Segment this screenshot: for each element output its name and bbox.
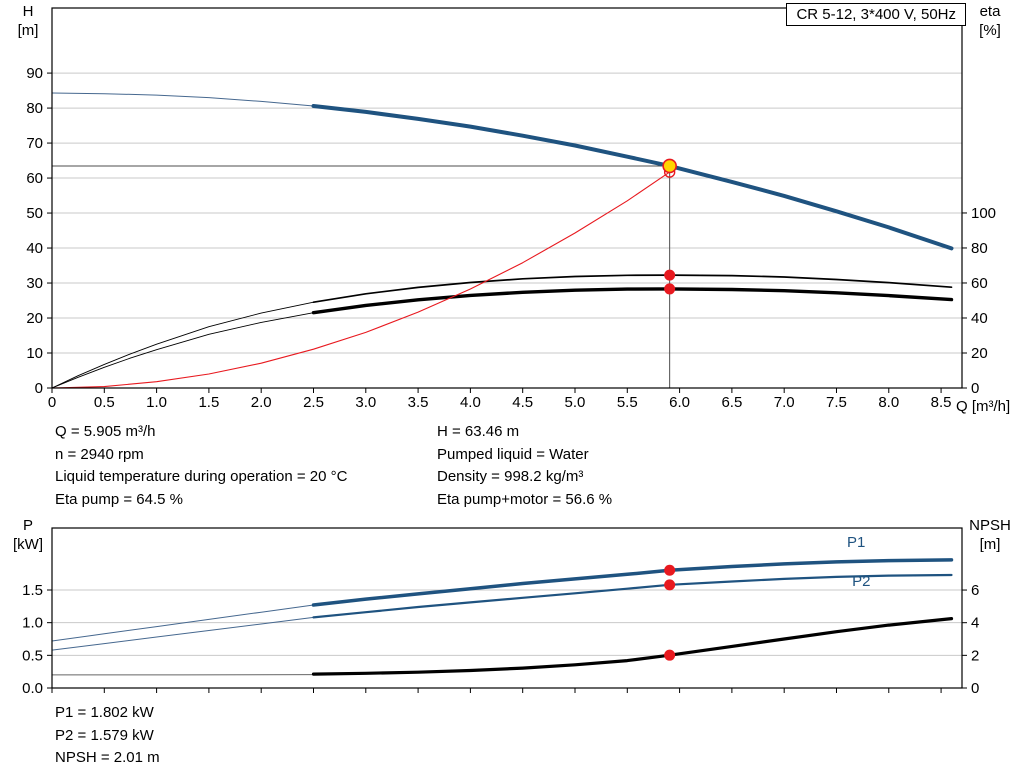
liquid-temperature-value: Liquid temperature during operation = 20…	[55, 468, 348, 485]
p1-curve-label: P1	[847, 534, 865, 551]
y-right-tick-label: 40	[971, 310, 988, 327]
y-right-tick-label: 2	[971, 647, 979, 664]
y-left-tick-label: 1.0	[22, 615, 43, 632]
y-left-tick-label: 60	[26, 170, 43, 187]
y-left-tick-label: 10	[26, 345, 43, 362]
y-right-tick-label: 4	[971, 615, 979, 632]
y-right-tick-label: 6	[971, 582, 979, 599]
y-left-tick-label: 40	[26, 240, 43, 257]
p2-duty-dot	[664, 579, 676, 591]
y-left-tick-label: 0	[35, 380, 43, 397]
duty-annotations-right: H = 63.46 m Pumped liquid = Water Densit…	[437, 421, 612, 511]
x-tick-label: 5.5	[617, 394, 638, 411]
npsh-axis-symbol: NPSH	[969, 517, 1011, 534]
x-tick-label: 1.5	[198, 394, 219, 411]
y-right-tick-label: 80	[971, 240, 988, 257]
npsh-curve	[311, 617, 954, 676]
h-axis-label: H [m]	[6, 2, 50, 40]
h-axis-symbol: H	[22, 3, 34, 20]
eta-axis-unit: [%]	[979, 22, 1001, 39]
p2-value: P2 = 1.579 kW	[55, 726, 154, 744]
x-tick-label: 0.5	[94, 394, 115, 411]
eta-pump-lead	[51, 301, 314, 389]
y-left-tick-label: 70	[26, 135, 43, 152]
x-tick-label: 2.5	[303, 394, 324, 411]
x-tick-label: 8.5	[931, 394, 952, 411]
eta-pump-motor-duty-dot	[664, 283, 676, 295]
pump-title-box: CR 5-12, 3*400 V, 50Hz	[786, 3, 966, 26]
y-left-tick-label: 80	[26, 100, 43, 117]
eta-pump-curve	[312, 274, 953, 304]
y-left-tick-label: 90	[26, 65, 43, 82]
x-tick-label: 4.5	[512, 394, 533, 411]
x-tick-label: 0	[48, 394, 56, 411]
pumped-liquid-value: Pumped liquid = Water	[437, 445, 589, 463]
p-axis-symbol: P	[22, 517, 33, 534]
npsh-duty-dot	[664, 649, 676, 661]
p-axis-label: P [kW]	[6, 516, 50, 554]
eta-pump-value: Eta pump = 64.5 %	[55, 490, 183, 508]
y-left-tick-label: 20	[26, 310, 43, 327]
y-right-tick-label: 0	[971, 380, 979, 397]
duty-point-marker	[662, 158, 677, 174]
eta-pump-motor-value: Eta pump+motor = 56.6 %	[437, 490, 613, 508]
npsh-axis-label: NPSH [m]	[960, 516, 1020, 554]
h-axis-unit: [m]	[17, 22, 39, 39]
x-tick-label: 8.0	[878, 394, 899, 411]
power-npsh-chart: 0.0 0.5 1.0 1.5 0 2 4 6 P1 P2	[22, 527, 979, 697]
x-tick-label: 7.0	[774, 394, 795, 411]
p1-lead	[51, 604, 314, 642]
p1-value: P1 = 1.802 kW	[55, 704, 154, 721]
eta-pump-motor-curve	[311, 287, 954, 315]
power-annotations: P1 = 1.802 kW P2 = 1.579 kW NPSH = 2.01 …	[55, 702, 160, 770]
h-curve	[311, 104, 954, 251]
x-tick-label: 4.0	[460, 394, 481, 411]
eta-axis-label: eta [%]	[964, 2, 1016, 40]
p2-curve-label: P2	[852, 573, 870, 590]
y-left-tick-label: 1.5	[22, 582, 43, 599]
plot-frame	[51, 527, 963, 689]
y-right-tick-label: 100	[971, 205, 996, 222]
head-value: H = 63.46 m	[437, 423, 520, 440]
eta-axis-symbol: eta	[979, 3, 1001, 20]
speed-value: n = 2940 rpm	[55, 445, 144, 463]
y-left-tick-label: 30	[26, 275, 43, 292]
y-left-tick-label: 0.0	[22, 680, 43, 697]
q-axis-label: Q [m³/h]	[956, 398, 1011, 415]
x-tick-label: 3.0	[355, 394, 376, 411]
system-curve	[51, 171, 671, 389]
plot-frame	[51, 7, 963, 389]
hq-chart: 0 0.5 1.0 1.5 2.0 2.5 3.0 3.5 4.0 4.5 5.0 5.5 6.0 6.5…	[26, 7, 996, 411]
flow-value: Q = 5.905 m³/h	[55, 423, 156, 440]
p-axis-unit: [kW]	[13, 536, 43, 553]
x-tick-label: 5.0	[565, 394, 586, 411]
y-right-tick-label: 20	[971, 345, 988, 362]
density-value: Density = 998.2 kg/m³	[437, 468, 584, 485]
x-tick-label: 3.5	[408, 394, 429, 411]
p1-curve	[311, 558, 954, 607]
eta-pump-motor-lead	[51, 312, 314, 389]
x-tick-label: 7.5	[826, 394, 847, 411]
y-left-tick-label: 0.5	[22, 647, 43, 664]
y-left-tick-label: 50	[26, 205, 43, 222]
npsh-axis-unit: [m]	[979, 536, 1001, 553]
y-right-tick-label: 60	[971, 275, 988, 292]
x-tick-label: 6.5	[721, 394, 742, 411]
duty-annotations-left: Q = 5.905 m³/h n = 2940 rpm Liquid tempe…	[55, 421, 347, 511]
x-tick-label: 2.0	[251, 394, 272, 411]
h-curve-lead	[51, 92, 314, 107]
y-right-tick-label: 0	[971, 680, 979, 697]
p2-curve	[312, 573, 953, 619]
eta-pump-duty-dot	[664, 269, 676, 281]
p2-lead	[51, 616, 314, 651]
p1-duty-dot	[664, 564, 676, 576]
npsh-value: NPSH = 2.01 m	[55, 749, 160, 766]
x-tick-label: 6.0	[669, 394, 690, 411]
x-tick-label: 1.0	[146, 394, 167, 411]
